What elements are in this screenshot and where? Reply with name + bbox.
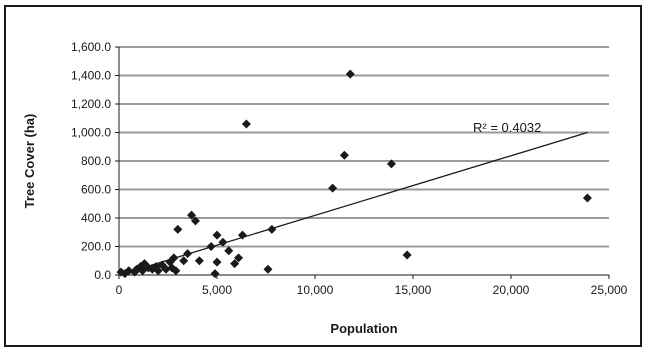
data-point-1 (120, 269, 130, 279)
y-tick-label-6: 1,200.0 (71, 97, 111, 111)
x-tick-label-4: 20,000 (493, 283, 530, 297)
y-axis-tick-labels: 0.0 200.0 400.0 600.0 800.0 1,000.0 1,200.0 1,4… (71, 40, 111, 282)
data-point-30 (230, 259, 240, 269)
data-points (116, 69, 592, 279)
y-tick-label-3: 600.0 (81, 183, 111, 197)
data-point-24 (206, 242, 216, 251)
scatter-chart: 0.0 200.0 400.0 600.0 800.0 1,000.0 1,200.0 1,4… (22, 40, 628, 336)
data-point-41 (582, 193, 592, 203)
y-tick-label-5: 1,000.0 (71, 126, 111, 140)
data-point-33 (241, 119, 251, 129)
y-tick-label-7: 1,400.0 (71, 69, 111, 83)
data-point-21 (187, 210, 197, 220)
data-point-27 (212, 230, 222, 240)
data-point-34 (263, 264, 273, 274)
data-point-17 (171, 266, 181, 276)
data-point-37 (339, 150, 349, 160)
trendline-line (118, 131, 588, 276)
data-point-22 (190, 216, 200, 226)
data-point-11 (153, 266, 163, 276)
x-axis-tick-labels: 0 5,000 10,000 15,000 20,000 25,000 (116, 283, 628, 297)
x-tick-label-5: 25,000 (591, 283, 628, 297)
data-point-40 (402, 250, 412, 260)
r-squared-annotation: R² = 0.4032 (473, 120, 541, 135)
data-point-19 (179, 256, 189, 266)
data-point-31 (234, 253, 244, 263)
data-point-38 (345, 69, 355, 79)
data-point-32 (237, 230, 247, 240)
x-tick-label-3: 15,000 (395, 283, 432, 297)
data-point-35 (267, 224, 277, 234)
data-point-29 (224, 246, 234, 256)
y-tick-label-4: 800.0 (81, 154, 111, 168)
x-tick-label-0: 0 (116, 283, 123, 297)
data-point-23 (194, 256, 204, 266)
data-point-39 (386, 159, 396, 169)
y-axis-title: Tree Cover (ha) (22, 114, 37, 209)
x-axis-title: Population (330, 321, 397, 336)
data-point-28 (218, 237, 228, 247)
y-tick-label-8: 1,600.0 (71, 40, 111, 54)
data-point-16 (169, 253, 179, 263)
axes (115, 46, 610, 279)
data-point-20 (183, 249, 193, 259)
chart-frame: 0.0 200.0 400.0 600.0 800.0 1,000.0 1,200.0 1,4… (4, 5, 642, 347)
y-tick-label-1: 200.0 (81, 240, 111, 254)
x-tick-label-1: 5,000 (202, 283, 232, 297)
data-point-36 (328, 183, 338, 193)
data-point-26 (212, 257, 222, 267)
data-point-25 (210, 269, 220, 279)
gridlines (119, 46, 609, 248)
x-tick-label-2: 10,000 (297, 283, 334, 297)
y-tick-label-0: 0.0 (94, 268, 111, 282)
data-point-18 (173, 224, 183, 234)
y-tick-label-2: 400.0 (81, 211, 111, 225)
trendline (118, 131, 588, 276)
